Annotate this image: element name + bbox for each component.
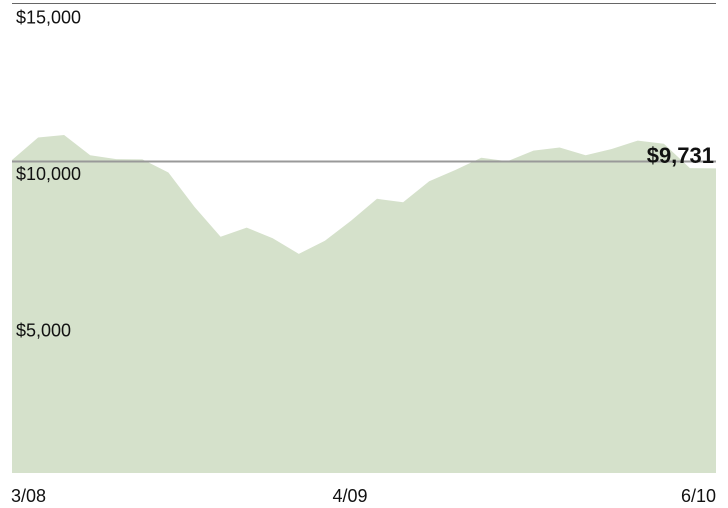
y-axis-ticks: $15,000 $10,000 $5,000	[16, 8, 81, 341]
x-tick-label: 4/09	[332, 486, 367, 506]
y-tick-label: $15,000	[16, 8, 81, 28]
x-tick-label: 6/10	[681, 486, 716, 506]
area-series	[12, 135, 716, 473]
y-tick-label: $10,000	[16, 164, 81, 184]
x-axis-ticks: 3/08 4/09 6/10	[11, 486, 716, 506]
x-tick-label: 3/08	[11, 486, 46, 506]
y-tick-label: $5,000	[16, 321, 71, 341]
end-value-label: $9,731	[647, 143, 714, 168]
